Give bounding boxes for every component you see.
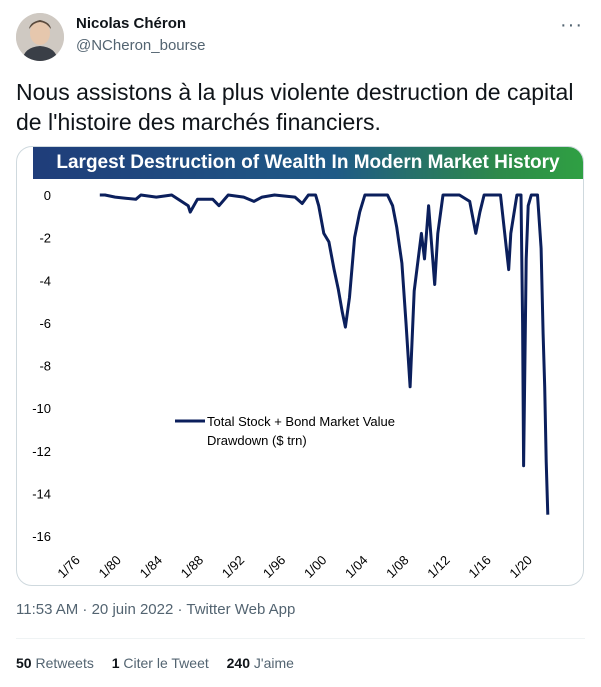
x-tick-label: 1/96 <box>260 552 289 581</box>
y-tick-label: -8 <box>39 359 51 374</box>
tweet-media-chart[interactable]: Largest Destruction of Wealth In Modern … <box>16 146 584 586</box>
avatar[interactable] <box>16 13 64 61</box>
x-tick-label: 1/88 <box>178 552 207 581</box>
tweet-text: Nous assistons à la plus violente destru… <box>16 79 574 135</box>
more-options-icon[interactable]: ··· <box>560 14 583 36</box>
x-tick-label: 1/84 <box>137 552 166 581</box>
y-tick-label: -4 <box>39 273 51 288</box>
author-handle[interactable]: @NCheron_bourse <box>76 37 206 54</box>
x-tick-label: 1/76 <box>54 552 83 581</box>
legend-label: Drawdown ($ trn) <box>207 433 307 448</box>
avatar-photo <box>16 13 64 61</box>
x-tick-label: 1/92 <box>219 552 248 581</box>
quotes-stat[interactable]: 1 Citer le Tweet <box>111 655 209 671</box>
drawdown-series-line <box>99 193 550 515</box>
divider <box>16 638 585 639</box>
y-tick-label: -6 <box>39 316 51 331</box>
legend-label: Total Stock + Bond Market Value <box>207 414 395 429</box>
x-tick-label: 1/04 <box>342 552 371 581</box>
author-name[interactable]: Nicolas Chéron <box>76 15 187 32</box>
tweet-timestamp[interactable]: 11:53 AM · 20 juin 2022 · Twitter Web Ap… <box>16 601 296 618</box>
y-tick-label: -14 <box>32 486 51 501</box>
x-tick-label: 1/00 <box>301 552 330 581</box>
x-tick-label: 1/20 <box>506 552 535 581</box>
x-tick-label: 1/12 <box>424 552 453 581</box>
likes-stat[interactable]: 240 J'aime <box>226 655 294 671</box>
chart-title-bar: Largest Destruction of Wealth In Modern … <box>33 147 583 179</box>
tweet-stats: 50 Retweets 1 Citer le Tweet 240 J'aime <box>16 655 308 671</box>
y-tick-label: -10 <box>32 401 51 416</box>
y-tick-label: -2 <box>39 231 51 246</box>
y-tick-label: -16 <box>32 529 51 544</box>
x-tick-label: 1/16 <box>465 552 494 581</box>
drawdown-chart: 0 -2 -4 -6 -8 -10 -12 -14 -161/76 1/80 1/84 1/88 1/9… <box>32 188 550 581</box>
y-tick-label: 0 <box>44 188 51 203</box>
chart-title: Largest Destruction of Wealth In Modern … <box>56 152 560 173</box>
x-tick-label: 1/08 <box>383 552 412 581</box>
y-tick-label: -12 <box>32 444 51 459</box>
retweets-stat[interactable]: 50 Retweets <box>16 655 94 671</box>
x-tick-label: 1/80 <box>95 552 124 581</box>
